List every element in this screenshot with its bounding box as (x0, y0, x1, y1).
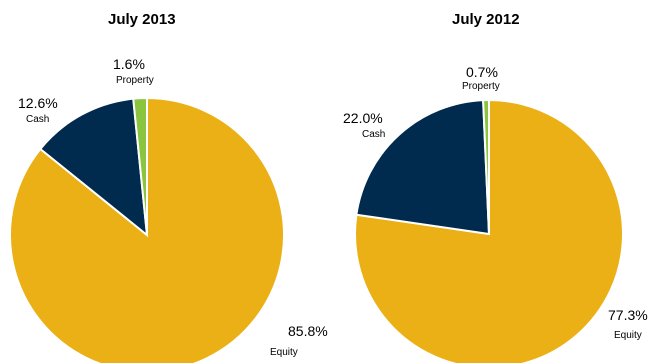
slice-category-label-cash: Cash (362, 129, 385, 140)
slice-value-label-property: 0.7% (466, 64, 498, 80)
pie-chart-2013: 85.8% Equity 12.6% Cash 1.6% Property (9, 56, 328, 363)
slice-category-label-property: Property (116, 75, 154, 86)
pie-slice-cash (38, 97, 149, 238)
slice-category-label-equity: Equity (614, 330, 642, 341)
slice-value-label-equity: 85.8% (288, 323, 328, 339)
slice-category-label-cash: Cash (26, 114, 49, 125)
pie-slice-property (482, 98, 490, 235)
chart-title-2012: July 2012 (452, 11, 520, 28)
slice-value-label-cash: 12.6% (18, 95, 58, 111)
slice-value-label-cash: 22.0% (343, 110, 383, 126)
slice-category-label-equity: Equity (270, 347, 298, 358)
pie-chart-2012: 77.3% Equity 22.0% Cash 0.7%Property (343, 64, 648, 363)
pie-slice-cash (355, 99, 491, 236)
pie-slice-property (132, 96, 148, 236)
chart-title-2013: July 2013 (108, 11, 176, 28)
slice-value-label-equity: 77.3% (608, 307, 648, 323)
slice-category-label-property: Property (462, 81, 500, 92)
slice-value-label-property: 1.6% (113, 56, 145, 72)
